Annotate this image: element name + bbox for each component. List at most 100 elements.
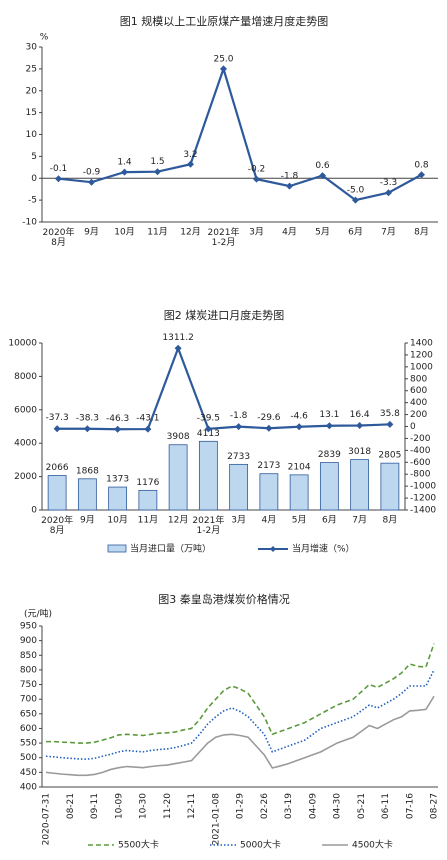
bar	[47, 475, 67, 511]
data-label: -0.2	[248, 165, 266, 175]
bar	[198, 440, 218, 511]
data-label: 25.0	[213, 54, 233, 64]
x-tick-label: 5月	[315, 227, 330, 238]
data-label: 3.2	[183, 150, 197, 160]
y2-tick-label: -1200	[410, 494, 436, 504]
marker	[53, 425, 61, 433]
x-tick-label: 08-21	[66, 793, 76, 819]
y2-tick-label: 0	[410, 422, 416, 432]
x-tick-label: 3月	[249, 227, 264, 238]
y2-tick-label: -400	[410, 446, 431, 456]
y2-tick-label: 400	[410, 398, 427, 408]
bar-label: 2805	[378, 451, 401, 461]
bar	[289, 474, 309, 511]
x-tick-label: 7月	[381, 227, 396, 238]
bar	[380, 462, 400, 511]
data-label: 13.1	[319, 410, 339, 420]
marker	[356, 422, 364, 430]
data-label: -37.3	[45, 413, 68, 423]
x-tick-label: 8月	[383, 515, 398, 526]
data-label: -39.5	[197, 413, 220, 423]
bar	[350, 459, 370, 511]
y2-tick-label: -200	[410, 434, 431, 444]
data-label: -46.3	[106, 414, 129, 424]
y2-tick-label: 1200	[410, 350, 433, 360]
chart-title: 图2 煤炭进口月度走势图	[164, 308, 285, 322]
bar	[229, 463, 249, 511]
legend-marker	[270, 546, 276, 552]
y-axis-label: (元/吨)	[24, 608, 52, 620]
bar	[77, 478, 97, 511]
x-tick-label: 10月	[114, 227, 134, 238]
y2-tick-label: -800	[410, 470, 431, 480]
marker	[386, 420, 394, 428]
data-label: -0.9	[83, 168, 101, 178]
data-label: -4.6	[290, 411, 308, 421]
data-label: -1.8	[230, 411, 248, 421]
y-tick-label: -5	[28, 196, 37, 206]
x-tick-label: 2021年 1-2月	[208, 226, 240, 248]
data-label: -3.3	[380, 178, 398, 188]
x-tick-label: 02-26	[260, 793, 270, 819]
x-tick-label: 06-11	[381, 793, 391, 819]
y-tick-label: 500	[20, 753, 37, 763]
y-tick-label: 25	[26, 64, 37, 74]
line	[45, 669, 435, 760]
bar-label: 2104	[288, 462, 311, 472]
bar-label: 2839	[318, 450, 341, 460]
legend-label: 当月增速（%）	[292, 543, 355, 555]
x-tick-label: 08-27	[430, 793, 440, 819]
data-label: 1311.2	[162, 333, 194, 343]
x-tick-label: 12月	[168, 515, 188, 526]
y-tick-label: 900	[20, 636, 37, 646]
x-tick-label: 12月	[180, 227, 200, 238]
marker	[174, 344, 182, 352]
x-tick-label: 9月	[80, 515, 95, 526]
data-label: -0.1	[50, 164, 68, 174]
bar-label: 1176	[136, 478, 159, 488]
data-label: -38.3	[76, 413, 99, 423]
data-label: 0.6	[315, 161, 330, 171]
legend-label: 5500大卡	[118, 839, 159, 851]
marker	[352, 196, 359, 204]
data-label: -5.0	[347, 186, 365, 196]
x-tick-label: 4月	[262, 515, 277, 526]
marker	[83, 425, 91, 433]
y-tick-label: 0	[31, 174, 37, 184]
y2-tick-label: -1000	[410, 482, 436, 492]
bar-label: 1868	[76, 466, 99, 476]
y-tick-label: 550	[20, 739, 37, 749]
y-tick-label: 5	[31, 152, 37, 162]
marker	[154, 168, 161, 176]
y-tick-label: 750	[20, 680, 37, 690]
marker	[418, 171, 425, 179]
bar	[108, 486, 128, 511]
bar-label: 3018	[348, 447, 371, 457]
y-tick-label: 950	[20, 622, 37, 632]
y-tick-label: 400	[20, 783, 37, 793]
bar-label: 2173	[257, 461, 280, 471]
marker	[114, 425, 122, 433]
x-tick-label: 12-11	[187, 793, 197, 819]
y-tick-label: 650	[20, 709, 37, 719]
marker	[144, 425, 152, 433]
y-tick-label: 0	[31, 506, 37, 516]
y2-tick-label: -600	[410, 458, 431, 468]
bar-label: 4113	[197, 429, 220, 439]
y2-tick-label: -1400	[410, 506, 436, 516]
marker	[204, 425, 212, 433]
bar	[168, 444, 188, 511]
x-tick-label: 8月	[414, 227, 429, 238]
marker	[253, 175, 260, 183]
marker	[295, 423, 303, 431]
y2-tick-label: 1400	[410, 339, 433, 349]
y-tick-label: 700	[20, 695, 37, 705]
legend-label: 当月进口量（万吨）	[130, 543, 211, 555]
marker	[265, 424, 273, 432]
marker	[235, 423, 243, 431]
y-tick-label: 6000	[14, 405, 37, 415]
y2-tick-label: 600	[410, 386, 427, 396]
y-tick-label: 450	[20, 768, 37, 778]
y2-tick-label: 1000	[410, 362, 433, 372]
